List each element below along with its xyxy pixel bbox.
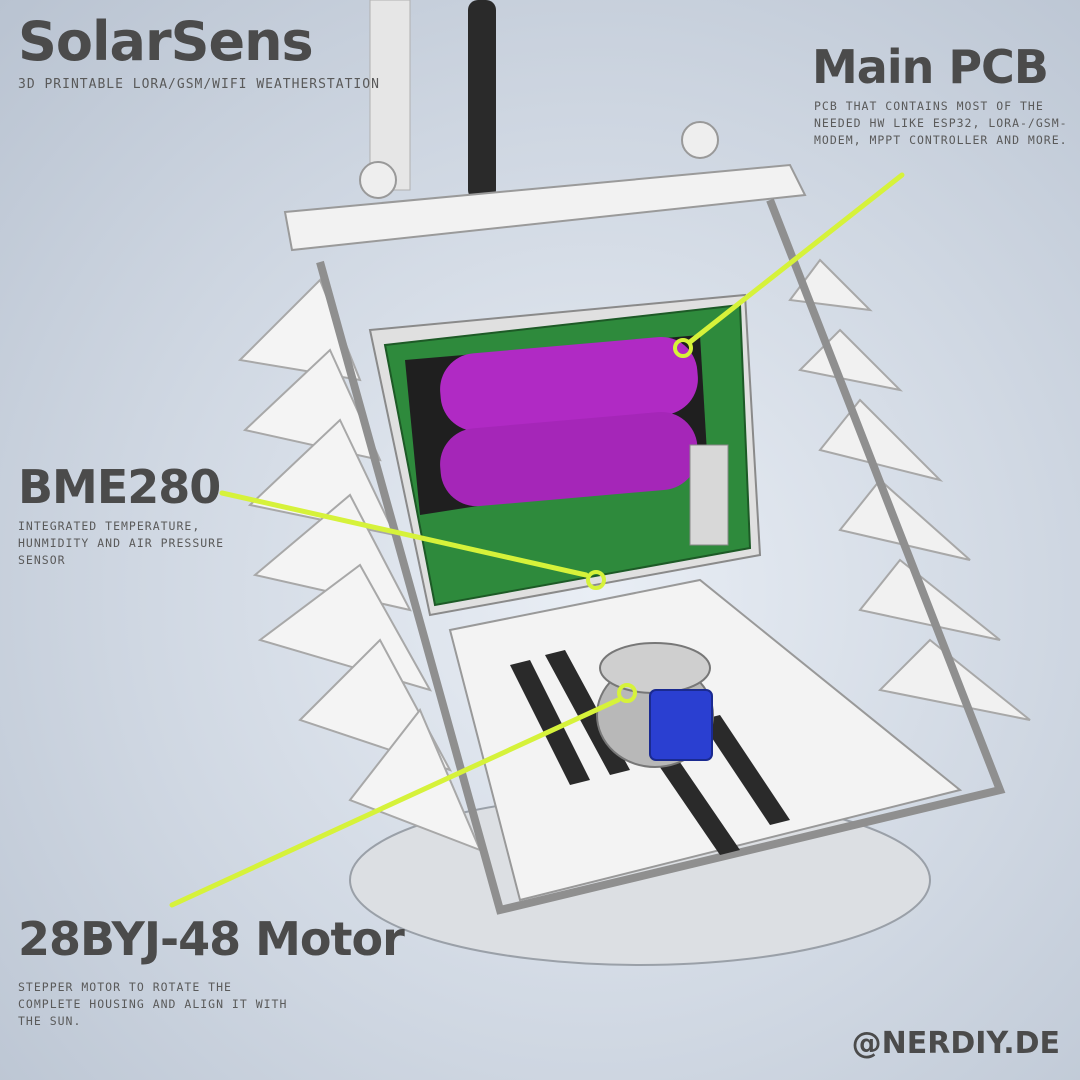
pcb-connector bbox=[689, 444, 729, 546]
callout-dots bbox=[586, 338, 693, 703]
black-antenna bbox=[468, 0, 496, 200]
motor-description: Stepper motor to rotate the complete hou… bbox=[18, 980, 288, 1028]
white-antenna bbox=[369, 0, 411, 191]
callout-dot-motor bbox=[617, 683, 637, 703]
motor-connector-cap bbox=[649, 689, 713, 761]
main-pcb-title: Main PCB bbox=[812, 40, 1049, 94]
stepper-motor-top bbox=[599, 642, 711, 694]
main-pcb-description: PCB that contains most of the needed HW … bbox=[814, 99, 1068, 147]
motor-title: 28BYJ-48 Motor bbox=[18, 912, 405, 966]
bme280-title: BME280 bbox=[18, 460, 221, 514]
battery-cell-top bbox=[440, 336, 698, 432]
mount-loop-right bbox=[681, 121, 719, 159]
mount-loop-left bbox=[359, 161, 397, 199]
housing-top-bar bbox=[283, 163, 807, 252]
right-louvres bbox=[788, 258, 1031, 721]
bme280-description: Integrated temperature, hunmidity and ai… bbox=[18, 519, 225, 567]
grate-slots bbox=[510, 650, 790, 855]
callout-lines bbox=[169, 172, 905, 908]
housing-frame bbox=[316, 198, 1006, 915]
callout-line-bme280 bbox=[219, 490, 589, 578]
callout-dot-pcb bbox=[673, 338, 693, 358]
website-handle: @NERDIY.DE bbox=[851, 1026, 1060, 1061]
callout-dot-bme280 bbox=[586, 570, 606, 590]
battery-cell-bottom bbox=[440, 411, 698, 507]
brand-subtitle: 3D printable LoRa/GSM/WiFi Weatherstatio… bbox=[18, 77, 380, 92]
callout-line-pcb bbox=[687, 172, 905, 345]
callout-line-motor bbox=[169, 697, 621, 908]
brand-title: SolarSens bbox=[18, 10, 314, 73]
